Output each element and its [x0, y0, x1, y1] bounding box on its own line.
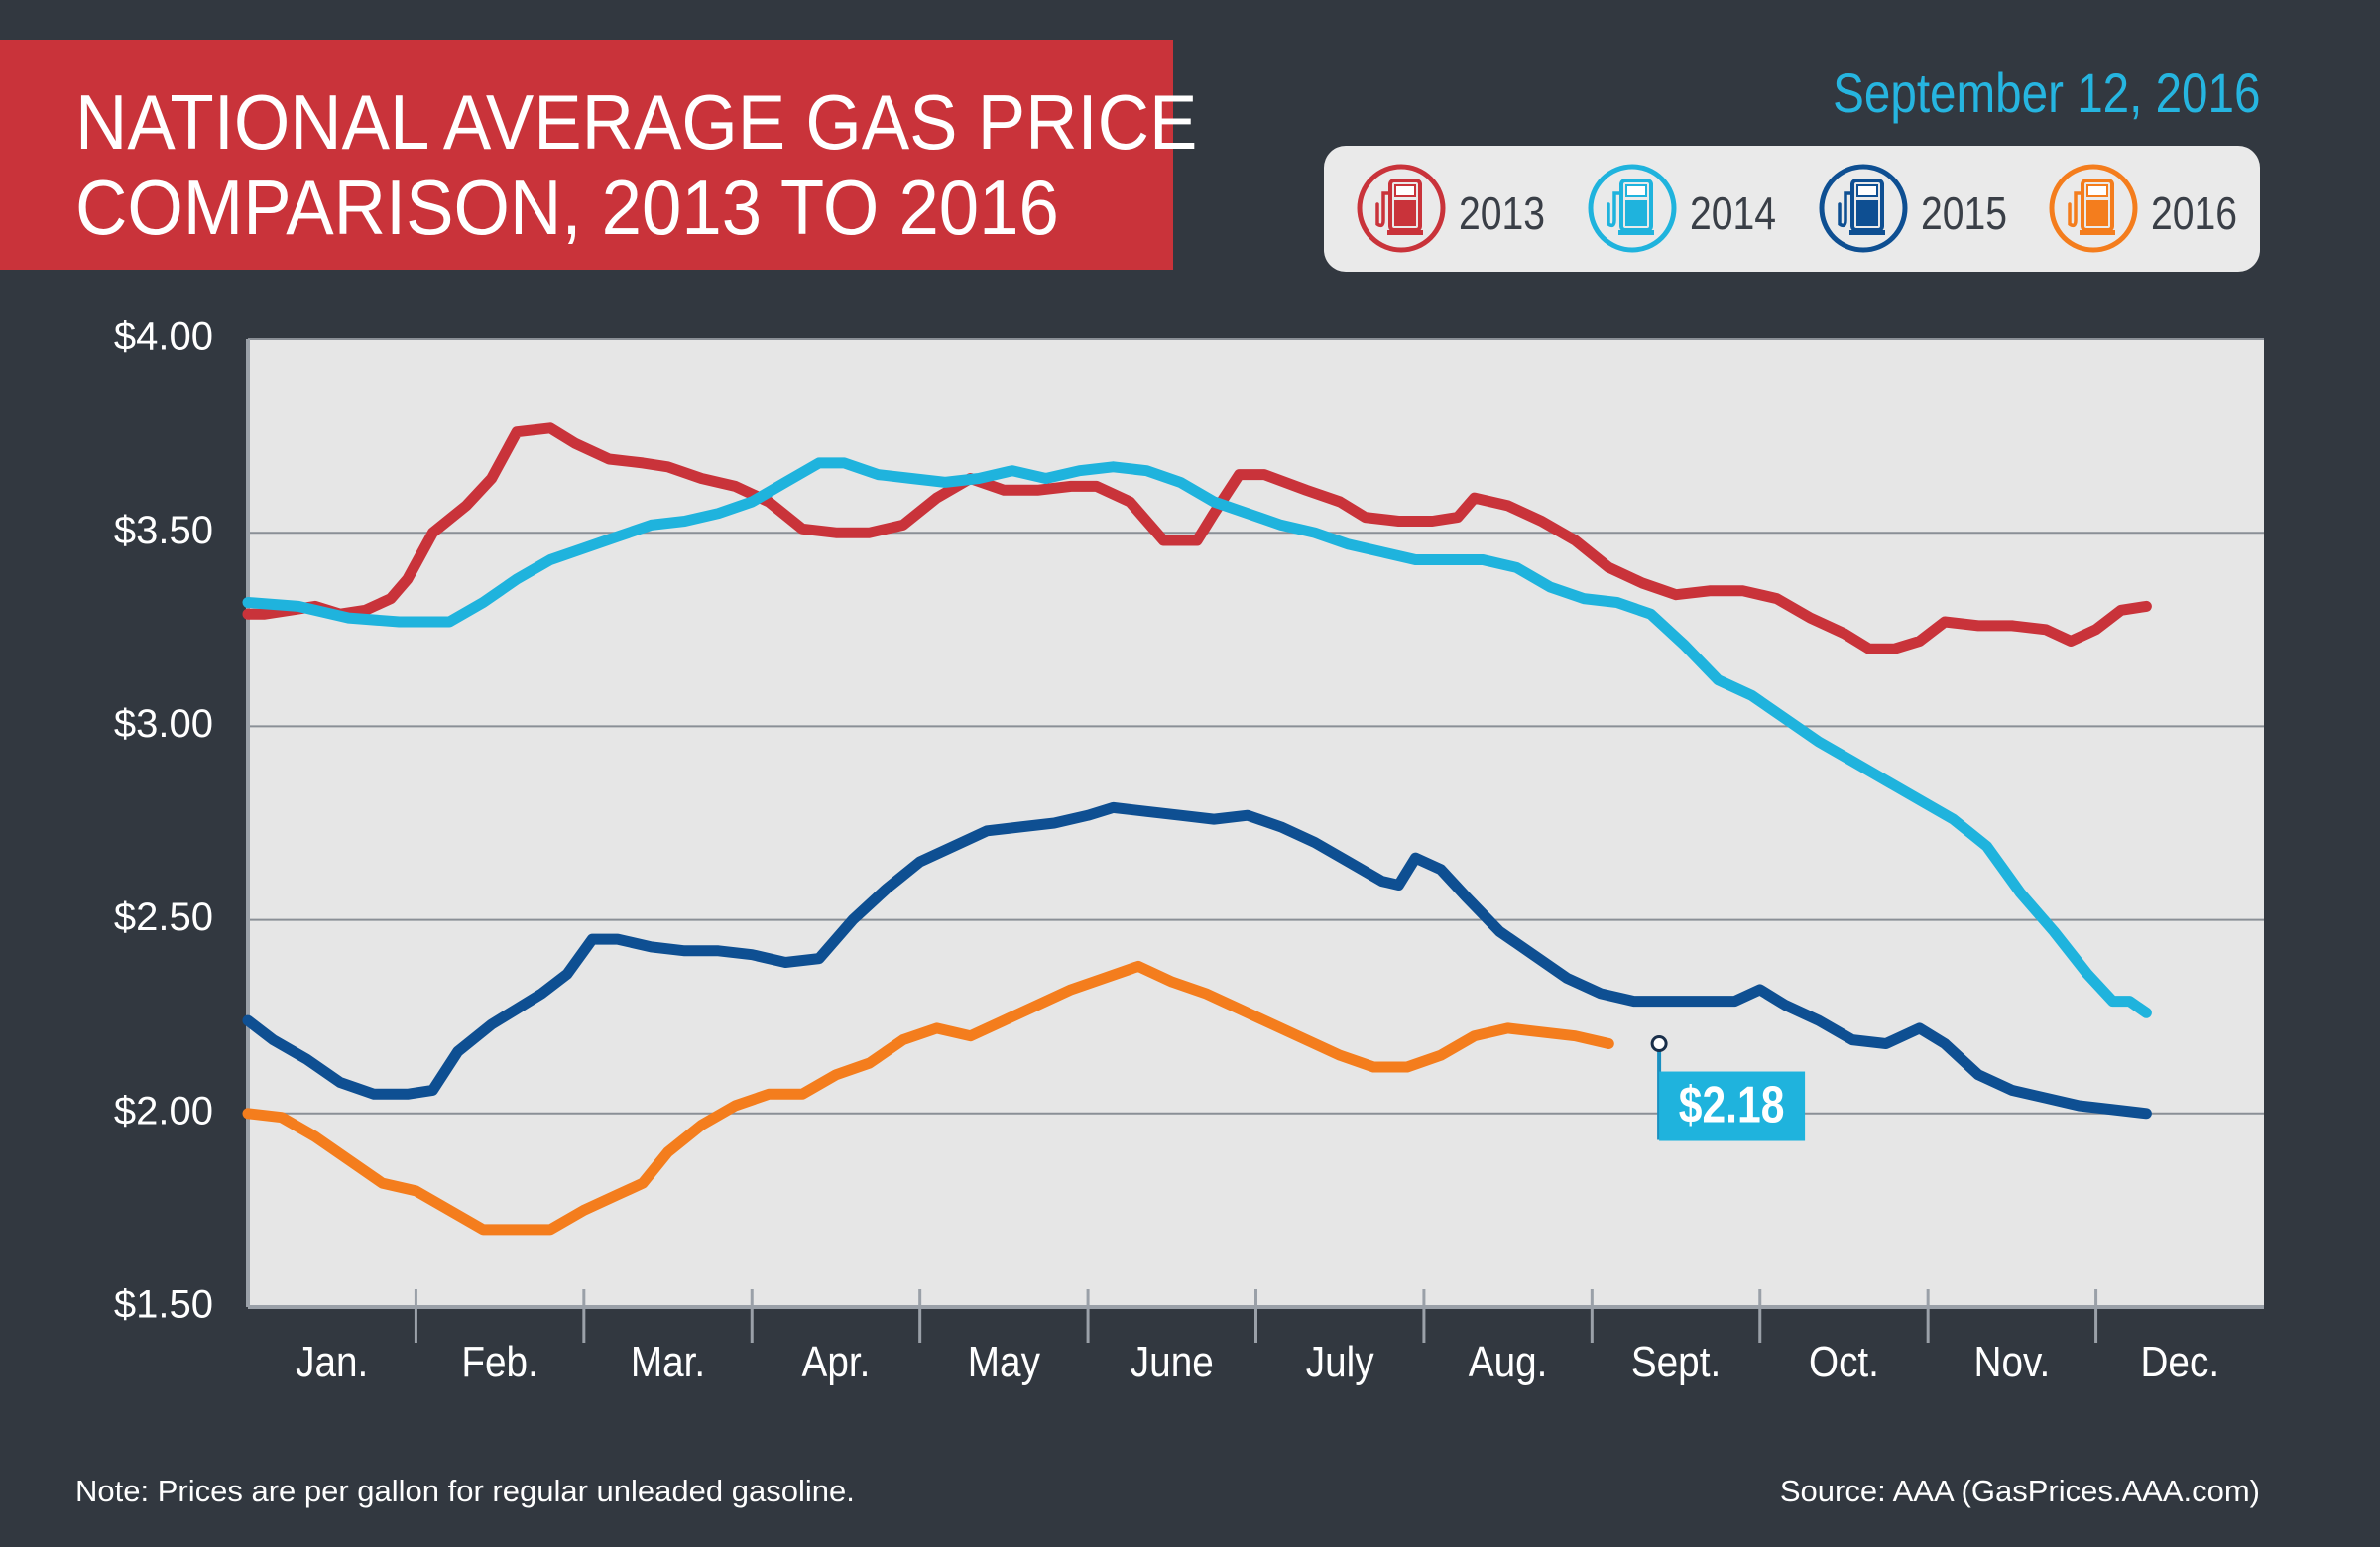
gas-pump-icon: [2049, 164, 2138, 253]
y-tick-label: $1.50: [114, 1283, 213, 1327]
chart-title-line-1: NATIONAL AVERAGE GAS PRICE: [75, 78, 1198, 166]
title-banner: [0, 40, 1173, 270]
x-tick-label: Feb.: [461, 1337, 537, 1386]
gas-pump-icon: [1588, 164, 1677, 253]
legend-label-2015: 2015: [1921, 187, 2007, 239]
chart-date: September 12, 2016: [1832, 61, 2260, 124]
footnote: Note: Prices are per gallon for regular …: [75, 1474, 855, 1508]
legend-label-2013: 2013: [1459, 187, 1545, 239]
x-tick-label: June: [1130, 1337, 1214, 1386]
series-line-2016: [242, 960, 1614, 1236]
x-tick-label: Sept.: [1631, 1337, 1721, 1386]
legend-label-2014: 2014: [1690, 187, 1776, 239]
x-tick-label: Aug.: [1469, 1337, 1548, 1386]
x-tick-label: Jan.: [296, 1337, 368, 1386]
y-tick-label: $3.00: [114, 702, 213, 746]
y-tick-label: $2.50: [114, 895, 213, 939]
x-tick-label: Nov.: [1974, 1337, 2051, 1386]
y-tick-label: $2.00: [114, 1089, 213, 1132]
x-tick-label: Mar.: [631, 1337, 705, 1386]
series-line-2013: [242, 422, 2152, 654]
y-tick-label: $3.50: [114, 509, 213, 552]
x-tick-label: Oct.: [1809, 1337, 1879, 1386]
x-tick-label: July: [1306, 1337, 1374, 1386]
gas-pump-icon: [1357, 164, 1446, 253]
x-tick-label: Dec.: [2140, 1337, 2219, 1386]
y-tick-label: $4.00: [114, 315, 213, 359]
x-tick-label: May: [968, 1337, 1040, 1386]
chart-title-line-2: COMPARISON, 2013 TO 2016: [75, 164, 1059, 251]
callout-label: $2.18: [1679, 1076, 1785, 1133]
gas-pump-icon: [1819, 164, 1908, 253]
legend: 2013 2014 2015 2016: [1324, 146, 2260, 272]
callout-box: [1659, 1071, 1806, 1141]
x-tick-label: Apr.: [802, 1337, 871, 1386]
callout-marker: [1650, 1035, 1668, 1053]
series-line-2015: [242, 801, 2152, 1120]
series-line-2014: [242, 457, 2152, 1018]
source-credit: Source: AAA (GasPrices.AAA.com): [1779, 1474, 2260, 1508]
legend-label-2016: 2016: [2151, 187, 2237, 239]
